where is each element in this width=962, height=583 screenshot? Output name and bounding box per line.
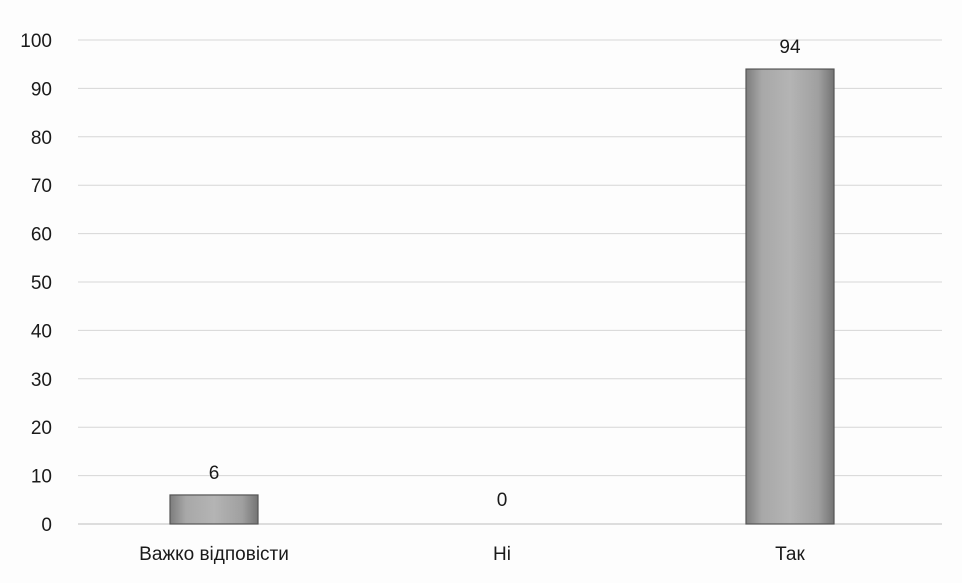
x-category-label-2: Так [775,544,805,565]
y-tick-label: 100 [20,31,52,52]
data-label-1: 0 [497,490,508,511]
x-category-label-0: Важко відповісти [139,544,289,565]
x-category-label-1: Ні [493,544,511,565]
y-axis-tick-labels: 0 10 20 30 40 50 60 70 80 90 100 [20,31,52,536]
data-label-0: 6 [209,463,220,484]
bar-0 [169,494,259,525]
y-tick-label: 60 [31,225,52,246]
bars [169,68,835,525]
data-label-2: 94 [779,37,801,58]
y-tick-label: 10 [31,467,52,488]
y-tick-label: 90 [31,79,52,100]
y-tick-label: 80 [31,128,52,149]
bar-2 [745,68,835,525]
y-tick-label: 40 [31,321,52,342]
y-tick-label: 70 [31,176,52,197]
y-tick-label: 50 [31,273,52,294]
y-tick-label: 0 [41,515,52,536]
y-tick-label: 30 [31,370,52,391]
x-axis-category-labels: Важко відповісти Ні Так [139,544,805,565]
data-labels: 6 0 94 [209,37,801,511]
y-tick-label: 20 [31,418,52,439]
